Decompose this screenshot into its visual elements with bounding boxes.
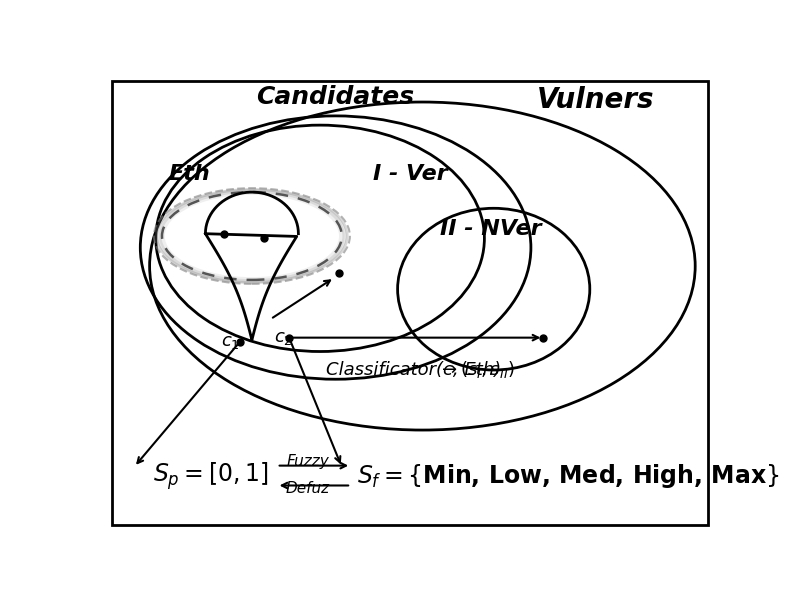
Text: I - Ver: I - Ver — [373, 164, 447, 184]
Text: Vulners: Vulners — [538, 86, 654, 114]
Text: Fuzzy: Fuzzy — [286, 454, 329, 469]
Text: $S_f = \{$Min, Low, Med, High, Max$\}$: $S_f = \{$Min, Low, Med, High, Max$\}$ — [358, 462, 780, 490]
Text: $c_2$: $c_2$ — [274, 329, 292, 347]
Text: Candidates: Candidates — [257, 85, 414, 109]
Text: Eth: Eth — [169, 164, 210, 184]
Text: II - NVer: II - NVer — [440, 219, 542, 239]
FancyBboxPatch shape — [112, 81, 708, 525]
Text: Classificator(c, Eth): Classificator(c, Eth) — [326, 361, 502, 379]
Text: $c_1$: $c_1$ — [221, 333, 239, 351]
Text: $S_p = [0, 1]$: $S_p = [0, 1]$ — [153, 460, 269, 492]
Text: $\rightarrow(s_I, s_{II})$: $\rightarrow(s_I, s_{II})$ — [438, 359, 514, 380]
Text: Defuz: Defuz — [286, 481, 330, 496]
